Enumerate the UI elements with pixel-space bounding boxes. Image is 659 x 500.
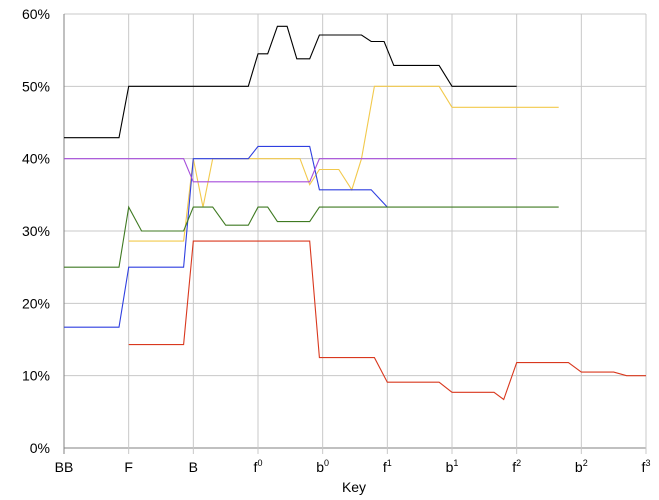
series-line-4 — [64, 158, 517, 183]
x-tick-label: b0 — [316, 458, 329, 475]
y-tick-label: 60% — [22, 6, 50, 22]
series-lines — [64, 25, 646, 401]
x-tick-label: f0 — [254, 458, 263, 475]
x-axis-title: Key — [342, 479, 366, 495]
series-line-1 — [64, 25, 517, 139]
x-tick-label: f2 — [512, 458, 521, 475]
y-tick-label: 30% — [22, 223, 50, 239]
y-tick-label: 10% — [22, 368, 50, 384]
y-axis-tick-labels: 0% 10% 20% 30% 40% 50% 60% — [22, 6, 50, 456]
y-tick-label: 20% — [22, 295, 50, 311]
x-tick-label: b2 — [575, 458, 588, 475]
x-tick-label: b1 — [446, 458, 459, 475]
x-tick-label: f1 — [383, 458, 392, 475]
series-line-2 — [128, 85, 559, 242]
series-line-6 — [128, 240, 646, 401]
gridlines — [63, 13, 647, 454]
series-line-5 — [64, 205, 559, 268]
series-line-3 — [64, 145, 388, 328]
x-tick-label: F — [124, 459, 133, 475]
x-tick-label: BB — [55, 459, 74, 475]
x-tick-label: B — [189, 459, 198, 475]
y-tick-label: 0% — [30, 440, 50, 456]
y-tick-label: 50% — [22, 78, 50, 94]
x-tick-label: f3 — [642, 458, 651, 475]
y-tick-label: 40% — [22, 151, 50, 167]
